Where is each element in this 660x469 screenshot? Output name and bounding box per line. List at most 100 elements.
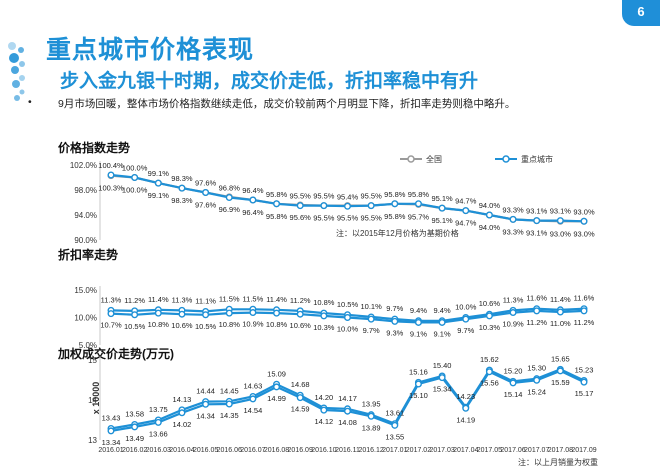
chart-0-series-1-data-label: 94.7%	[455, 197, 477, 206]
x-tick-label: 2016.04	[169, 447, 194, 454]
chart-0-y-tick-label: 94.0%	[74, 211, 97, 220]
x-tick-label: 2017.01	[382, 447, 407, 454]
chart-2-series-1-point	[344, 407, 352, 415]
chart-1-series-1-data-label: 9.1%	[410, 329, 427, 338]
chart-1-series-1-data-label: 10.9%	[502, 320, 524, 329]
chart-0-y-tick-label: 102.0%	[70, 161, 97, 170]
chart-0-series-0-data-label: 95.1%	[431, 216, 453, 225]
chart-0-series-1-data-label: 95.8%	[408, 190, 430, 199]
chart-1-series-1-point	[320, 312, 328, 320]
page-number-badge: 6	[622, 0, 660, 26]
price-index-title: 价格指数走势	[58, 140, 130, 155]
chart-2-series-1-point	[485, 368, 493, 376]
chart-2-series-1-point	[414, 380, 422, 388]
chart-1-series-1-point	[154, 309, 162, 317]
x-tick-label: 2017.06	[500, 447, 525, 454]
chart-1-series-1-point	[391, 317, 399, 325]
chart-2-series-0-data-label: 13.95	[362, 400, 381, 409]
chart-1-series-1-point	[107, 310, 115, 318]
chart-0-series-1-point	[320, 202, 328, 210]
chart-1-series-1-data-label: 10.8%	[266, 320, 288, 329]
chart-1-y-tick-label: 5.0%	[79, 341, 97, 350]
chart-0-series-1-data-label: 95.4%	[337, 192, 359, 201]
chart-0-series-1-data-label: 100.0%	[122, 164, 148, 173]
chart-0-series-0-data-label: 95.7%	[408, 212, 430, 221]
chart-0-series-0-data-label: 100.3%	[98, 184, 124, 193]
chart-0-series-1-data-label: 100.4%	[98, 161, 124, 170]
chart-2-series-0-data-label: 14.20	[314, 393, 333, 402]
plots-group: 102.0%98.0%94.0%90.0%100.3%100.0%99.1%98…	[70, 161, 597, 454]
chart-1-series-1-data-label: 9.1%	[434, 329, 451, 338]
x-tick-label: 2017.08	[548, 447, 573, 454]
chart-2-series-1-data-label: 14.59	[291, 405, 310, 414]
chart-1-series-1-point	[438, 318, 446, 326]
chart-2-series-1-point	[131, 423, 139, 431]
chart-0-series-1-data-label: 98.3%	[171, 174, 193, 183]
bullet-text: 9月市场回暖，整体市场价格指数继续走低，成交价较前两个月明显下降，折扣率走势则稳…	[58, 98, 516, 110]
chart-2-series-0-data-label: 15.23	[575, 366, 594, 375]
chart-1-series-0-data-label: 11.2%	[290, 296, 311, 305]
chart-2-series-0-data-label: 14.13	[173, 395, 192, 404]
x-tick-label: 2016.07	[240, 447, 265, 454]
x-tick-label: 2016.01	[98, 447, 123, 454]
chart-2-y-tick-label: 13	[88, 436, 97, 445]
chart-0-series-1-point	[414, 200, 422, 208]
chart-1-series-0-data-label: 11.3%	[172, 295, 193, 304]
chart-0-series-1-point	[462, 207, 470, 215]
chart-1-series-0-data-label: 11.3%	[503, 295, 524, 304]
chart-2-series-1-point	[438, 374, 446, 382]
chart-1-series-0-data-label: 9.4%	[434, 306, 451, 315]
chart-2-series-1-point	[533, 376, 541, 384]
chart-2-series-0-data-label: 15.16	[409, 367, 428, 376]
chart-2-series-0-data-label: 15.40	[433, 361, 452, 370]
chart-0-series-1-point	[107, 171, 115, 179]
chart-0-series-0-data-label: 95.6%	[290, 213, 312, 222]
chart-2-series-1-point	[107, 427, 115, 435]
chart-1-series-0-data-label: 11.6%	[526, 294, 547, 303]
x-tick-label: 2017.03	[429, 447, 454, 454]
chart-1-series-0-data-label: 10.8%	[313, 298, 335, 307]
chart-1-series-1-point	[485, 312, 493, 320]
chart-2-series-1-data-label: 15.10	[409, 391, 428, 400]
chart-2-series-0-data-label: 14.44	[196, 387, 215, 396]
chart-2-series-1-point	[509, 379, 517, 387]
chart-0-series-1-point	[533, 217, 541, 225]
chart-2-series-1-data-label: 14.08	[338, 418, 357, 427]
chart-2-series-1-data-label: 13.66	[149, 429, 168, 438]
chart-2-series-0-data-label: 15.20	[504, 366, 523, 375]
chart-1-series-0-data-label: 11.2%	[124, 296, 145, 305]
chart-1-series-0-data-label: 11.1%	[195, 296, 216, 305]
x-tick-label: 2016.12	[358, 447, 383, 454]
chart-1-series-0-data-label: 10.0%	[455, 303, 477, 312]
x-tick-label: 2016.11	[335, 447, 360, 454]
chart-0-series-1-point	[580, 217, 588, 225]
price-index-note: 注：以2015年12月价格为基期价格	[336, 228, 459, 238]
x-tick-label: 2016.06	[217, 447, 242, 454]
chart-2-series-1-data-label: 15.24	[527, 387, 546, 396]
chart-2-series-0-data-label: 14.17	[338, 394, 357, 403]
chart-2-series-0-data-label: 13.75	[149, 405, 168, 414]
chart-1-series-1-data-label: 10.7%	[100, 321, 122, 330]
weighted-price-note: 注：以上月销量为权重	[518, 457, 598, 467]
chart-1-series-1-data-label: 10.6%	[290, 321, 312, 330]
chart-1-series-0-data-label: 11.4%	[266, 295, 287, 304]
chart-2-series-0-data-label: 14.68	[291, 380, 310, 389]
chart-0-series-0-data-label: 93.1%	[526, 229, 548, 238]
chart-1-series-1-data-label: 9.7%	[457, 326, 474, 335]
chart-2-series-1-data-label: 15.14	[504, 390, 523, 399]
legend-label-key-cities: 重点城市	[521, 154, 553, 164]
chart-0-series-0-data-label: 96.4%	[242, 208, 264, 217]
x-tick-label: 2017.04	[453, 447, 478, 454]
chart-1-series-1-point	[344, 314, 352, 322]
chart-2-y-tick-label: 15	[88, 356, 97, 365]
x-tick-label: 2016.10	[311, 447, 336, 454]
chart-1-series-0-data-label: 9.7%	[386, 304, 403, 313]
chart-0-series-1-data-label: 97.6%	[195, 179, 217, 188]
chart-0-series-1-point	[556, 217, 564, 225]
chart-1-series-1-point	[296, 310, 304, 318]
chart-0-series-1-data-label: 95.8%	[266, 190, 288, 199]
chart-2-series-1-data-label: 13.49	[125, 434, 144, 443]
chart-2-series-1-point	[154, 418, 162, 426]
chart-2-series-1-point	[273, 383, 281, 391]
